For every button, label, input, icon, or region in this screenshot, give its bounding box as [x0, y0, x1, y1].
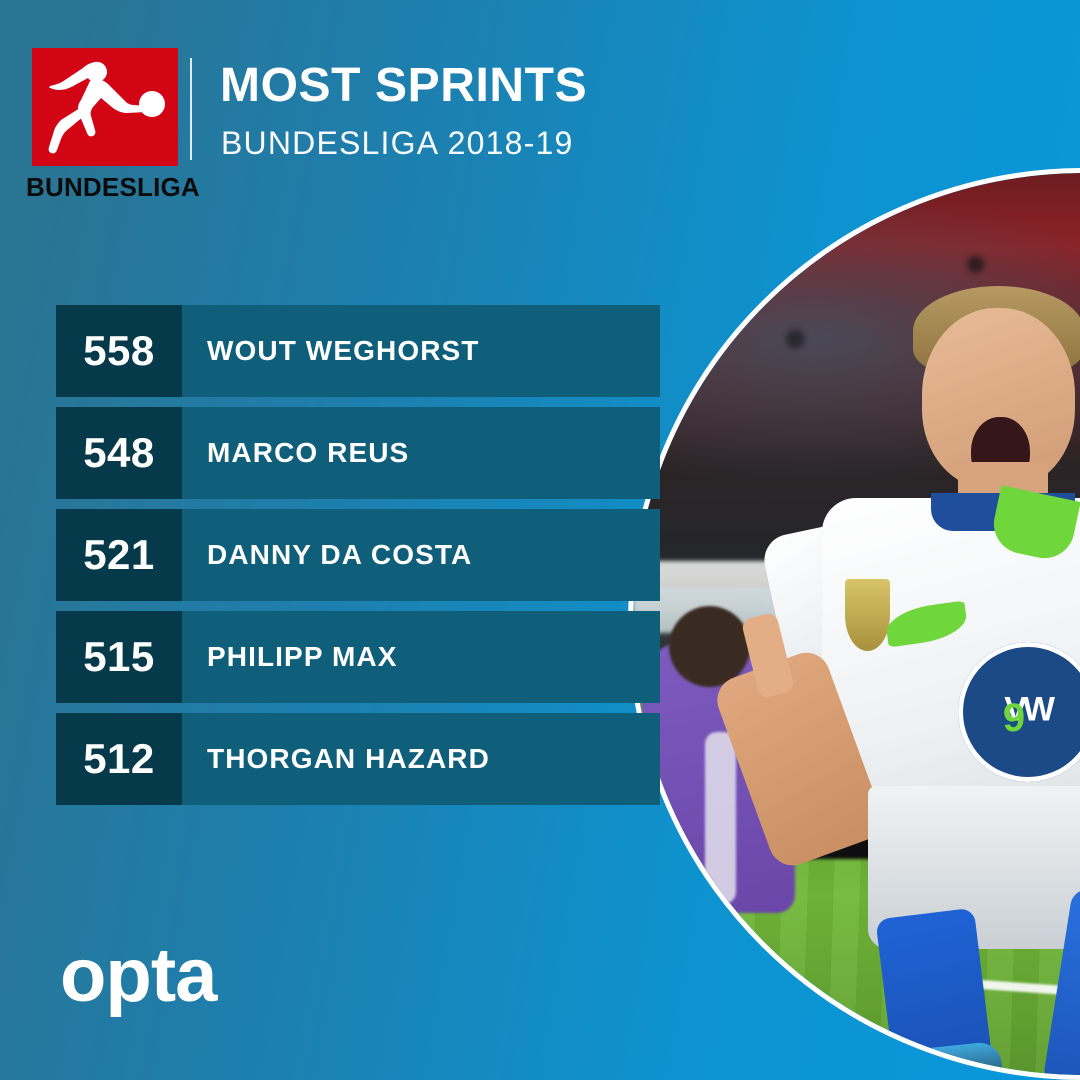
row-player-name: WOUT WEGHORST [207, 335, 480, 366]
background-keeper-arm [705, 732, 736, 904]
chart-row: 558 WOUT WEGHORST [56, 305, 660, 397]
row-value: 515 [56, 611, 182, 703]
chart-row: 512 THORGAN HAZARD [56, 713, 660, 805]
chart-row: 515 PHILIPP MAX [56, 611, 660, 703]
row-value: 512 [56, 713, 182, 805]
player-photo: VW 9 [633, 173, 1080, 1075]
bundesliga-wordmark: BUNDESLIGA [26, 172, 200, 202]
row-value: 521 [56, 509, 182, 601]
cup-badge [844, 578, 891, 652]
shirt-number: 9 [1002, 696, 1026, 741]
sprints-bar-chart: 558 WOUT WEGHORST 548 MARCO REUS 521 DAN… [56, 305, 660, 815]
page-title: MOST SPRINTS [220, 59, 588, 112]
header-divider [190, 58, 192, 160]
row-value: 548 [56, 407, 182, 499]
row-value: 558 [56, 305, 182, 397]
sponsor-logo-letters: VW [1004, 690, 1055, 729]
background-keeper-head [669, 605, 751, 688]
row-player-name: DANNY DA COSTA [207, 539, 473, 570]
chart-row: 521 DANNY DA COSTA [56, 509, 660, 601]
bundesliga-player-icon [48, 61, 165, 154]
row-player-name: THORGAN HAZARD [207, 743, 490, 774]
row-player-name: MARCO REUS [207, 437, 410, 468]
page-subtitle: BUNDESLIGA 2018-19 [221, 125, 574, 161]
chart-row: 548 MARCO REUS [56, 407, 660, 499]
bundesliga-logo [32, 48, 178, 166]
player-photo-circle: VW 9 [628, 168, 1080, 1080]
sponsor-logo-icon: VW [957, 642, 1080, 782]
opta-logo: opta [60, 933, 217, 1018]
row-player-name: PHILIPP MAX [207, 641, 398, 672]
